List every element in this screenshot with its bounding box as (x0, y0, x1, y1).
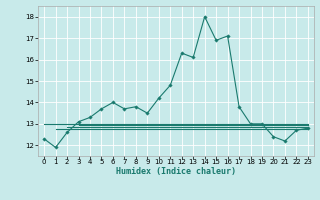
X-axis label: Humidex (Indice chaleur): Humidex (Indice chaleur) (116, 167, 236, 176)
